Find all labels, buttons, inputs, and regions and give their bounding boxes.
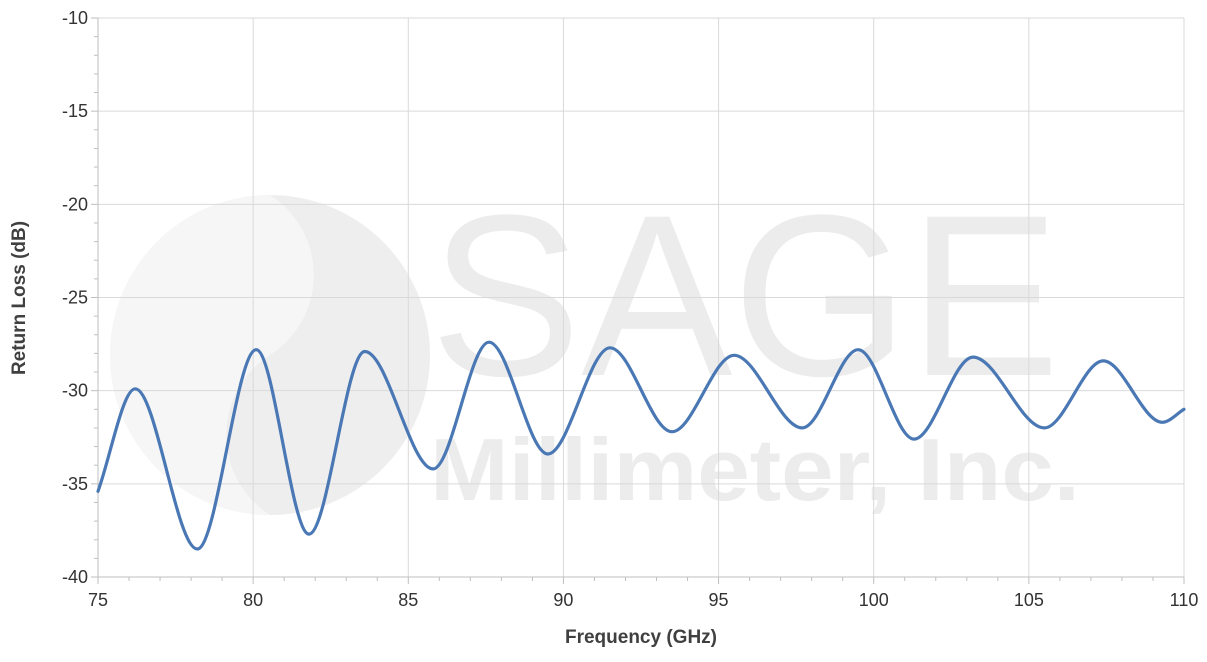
axes xyxy=(91,17,1185,584)
y-tick-label: -20 xyxy=(62,194,88,214)
sage-millimeter-watermark: SAGE Millimeter, Inc. xyxy=(110,167,1080,519)
y-axis-title: Return Loss (dB) xyxy=(9,221,30,375)
x-tick-label: 110 xyxy=(1170,590,1199,610)
series-layer xyxy=(96,340,1186,551)
x-axis-title: Frequency (GHz) xyxy=(565,627,717,648)
y-tick-label: -40 xyxy=(62,567,88,587)
y-tick-label: -10 xyxy=(62,8,88,28)
x-tick-label: 80 xyxy=(243,590,263,610)
x-tick-label: 90 xyxy=(553,590,573,610)
tick-labels: 75 80 85 90 95 100 105 110 -10 -15 -20 -25 -30 -35 -40 xyxy=(62,8,1198,610)
return-loss-series-line xyxy=(96,340,1186,551)
watermark-company-text: Millimeter, Inc. xyxy=(430,420,1080,519)
y-tick-label: -15 xyxy=(62,101,88,121)
x-tick-label: 105 xyxy=(1014,590,1044,610)
watermark-brand-text: SAGE xyxy=(430,167,1060,424)
x-tick-label: 85 xyxy=(398,590,418,610)
y-tick-label: -30 xyxy=(62,381,88,401)
y-tick-label: -25 xyxy=(62,288,88,308)
y-tick-label: -35 xyxy=(62,474,88,494)
x-tick-label: 95 xyxy=(709,590,729,610)
x-tick-label: 75 xyxy=(88,590,108,610)
x-tick-label: 100 xyxy=(859,590,889,610)
watermark-logo-emblem xyxy=(110,195,430,515)
